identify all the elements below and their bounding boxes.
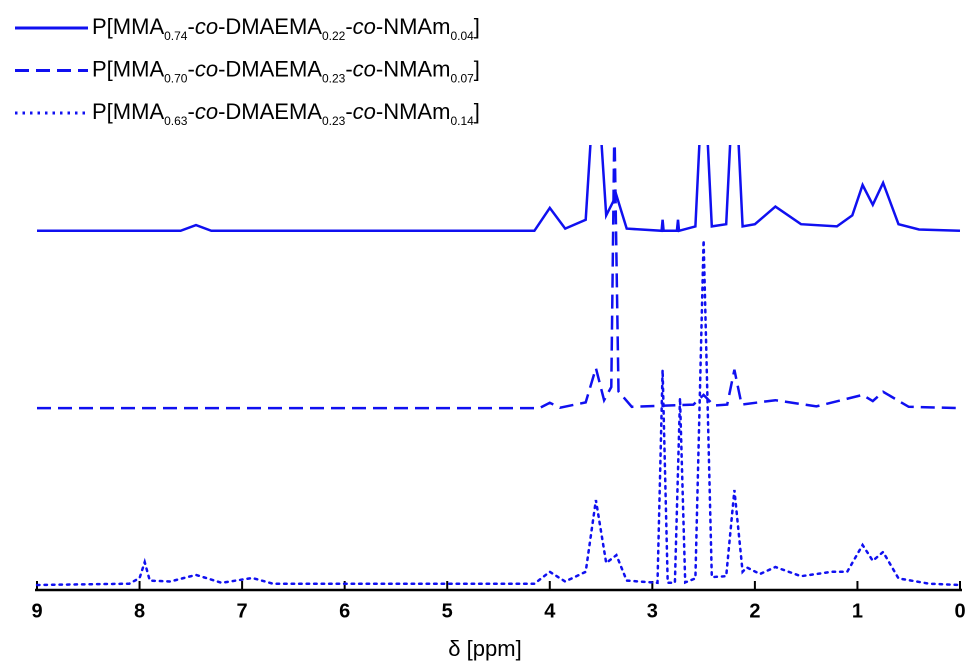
legend-label-part: - [187,99,194,124]
legend-label-part: -NMAm [376,99,451,124]
plot-area [35,145,962,587]
spectrum-line [37,145,961,233]
x-tick-label: 4 [544,600,556,622]
legend-label-part: 0.04 [450,29,474,43]
legend-label-part: 0.22 [322,29,346,43]
x-tick-label: 3 [647,600,658,622]
legend-label-part: - [187,14,194,39]
legend-label-part: 0.07 [450,72,474,86]
x-tick-label: 0 [954,600,965,622]
x-tick-label: 5 [442,600,453,622]
legend-label-part: -DMAEMA [218,14,322,39]
legend-label-part: - [345,14,352,39]
legend-label-part: - [345,56,352,81]
legend-label-part: 0.70 [164,72,188,86]
spectrum-line [35,239,962,587]
legend-label-part: co [353,99,376,124]
legend-label: P[MMA0.74-co-DMAEMA0.22-co-NMAm0.04] [92,14,480,43]
x-tick-label: 6 [339,600,350,622]
x-tick-label: 7 [237,600,248,622]
legend-label-part: co [195,99,218,124]
legend-label-part: co [353,56,376,81]
legend-label-part: -NMAm [376,14,451,39]
legend-label-part: co [195,56,218,81]
x-axis-label: δ [ppm] [448,636,521,661]
legend-label-part: 0.23 [322,114,346,128]
spectrum-line [37,145,961,410]
legend-label-part: P[MMA [92,56,164,81]
legend-label-part: P[MMA [92,99,164,124]
legend-label-part: co [195,14,218,39]
legend-label-part: ] [474,14,480,39]
legend-label-part: ] [474,56,480,81]
legend-label: P[MMA0.70-co-DMAEMA0.23-co-NMAm0.07] [92,56,480,85]
legend-label-part: 0.23 [322,72,346,86]
x-tick-label: 2 [749,600,760,622]
legend-label-part: - [187,56,194,81]
x-tick-label: 8 [134,600,145,622]
x-tick-label: 1 [852,600,863,622]
legend-label-part: 0.74 [164,29,188,43]
legend-label-part: 0.14 [450,114,474,128]
legend-label: P[MMA0.63-co-DMAEMA0.23-co-NMAm0.14] [92,99,480,128]
legend-label-part: 0.63 [164,114,188,128]
legend-label-part: P[MMA [92,14,164,39]
legend-label-part: -DMAEMA [218,56,322,81]
legend-label-part: -NMAm [376,56,451,81]
legend-label-part: co [353,14,376,39]
legend-label-part: -DMAEMA [218,99,322,124]
legend-label-part: - [345,99,352,124]
legend-label-part: ] [474,99,480,124]
x-tick-label: 9 [31,600,42,622]
